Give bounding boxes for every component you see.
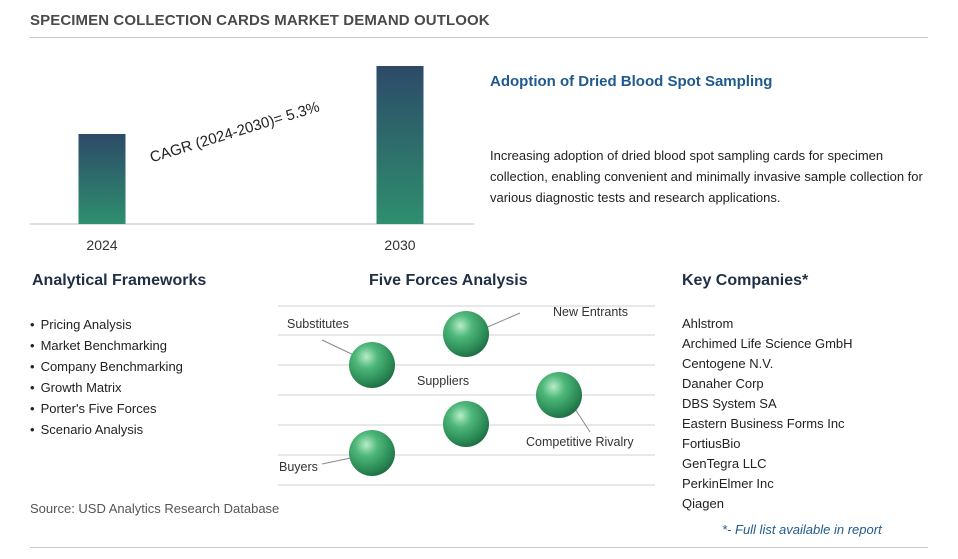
company-item: FortiusBio [682,436,741,451]
framework-item: Scenario Analysis [30,419,183,440]
sphere-buyers [349,430,395,476]
framework-item: Company Benchmarking [30,356,183,377]
bar-chart: 2024 2030 [30,66,474,253]
company-item: DBS System SA [682,396,777,411]
source-text: Source: USD Analytics Research Database [30,501,280,516]
framework-item: Market Benchmarking [30,335,183,356]
company-item: Ahlstrom [682,316,734,331]
footer-divider [30,547,928,548]
highlight-text: Increasing adoption of dried blood spot … [490,148,923,205]
companies-list: Ahlstrom Archimed Life Science GmbH Cent… [682,314,853,514]
framework-item: Pricing Analysis [30,314,183,335]
framework-item: Growth Matrix [30,377,183,398]
sphere-new-entrants [443,311,489,357]
companies-title: Key Companies* [682,272,809,289]
title-divider [30,37,928,38]
force-label-substitutes: Substitutes [287,317,349,331]
sphere-substitutes [349,342,395,388]
bar-2030 [376,66,424,224]
five-forces-gridlines [278,305,655,486]
sphere-suppliers [443,401,489,447]
page-title: SPECIMEN COLLECTION CARDS MARKET DEMAND … [30,12,490,29]
framework-item: Porter's Five Forces [30,398,183,419]
force-label-suppliers: Suppliers [417,374,470,388]
sphere-competitive-rivalry [536,372,582,418]
company-item: Centogene N.V. [682,356,774,371]
frameworks-title: Analytical Frameworks [32,272,207,289]
x-tick-label-2030: 2030 [384,237,415,253]
frameworks-list: Pricing Analysis Market Benchmarking Com… [30,314,183,440]
company-item: Archimed Life Science GmbH [682,336,853,351]
highlight-title: Adoption of Dried Blood Spot Sampling [490,73,773,90]
force-label-new-entrants: New Entrants [553,305,629,319]
x-tick-label-2024: 2024 [86,237,117,253]
force-label-competitive-rivalry: Competitive Rivalry [526,435,634,449]
force-label-buyers: Buyers [279,460,318,474]
five-forces-title: Five Forces Analysis [369,272,528,289]
company-item: Qiagen [682,496,724,511]
bar-2024 [78,134,126,224]
company-item: GenTegra LLC [682,456,767,471]
company-item: Eastern Business Forms Inc [682,416,845,431]
company-item: PerkinElmer Inc [682,476,774,491]
companies-note: *- Full list available in report [722,522,882,537]
company-item: Danaher Corp [682,376,764,391]
